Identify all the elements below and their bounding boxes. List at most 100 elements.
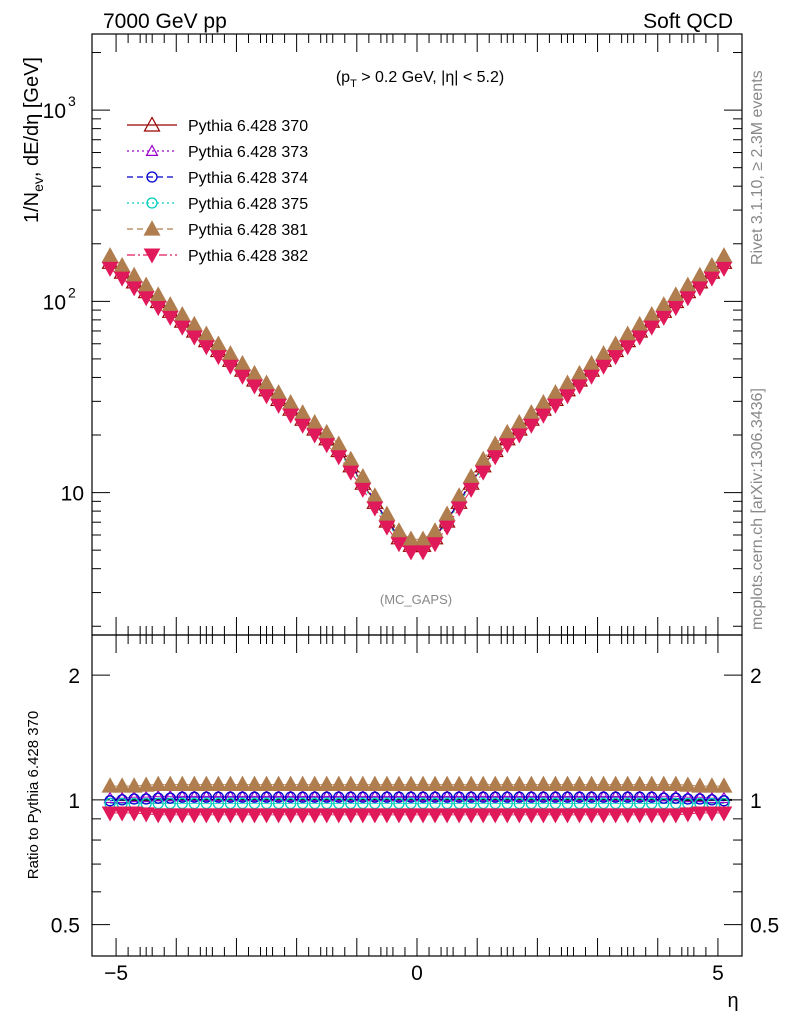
ratio-point-series-5: [523, 808, 540, 824]
mc-gaps-watermark: (MC_GAPS): [380, 592, 452, 607]
ratio-point-series-5: [474, 808, 492, 824]
ratio-point-series-5: [270, 808, 287, 824]
x-tick-label: −5: [104, 962, 128, 985]
main-point-series-5: [667, 301, 685, 317]
ratio-point-series-4: [113, 777, 131, 793]
ratio-point-series-1: [296, 789, 310, 802]
ratio-point-series-1: [452, 789, 466, 802]
main-point-series-5: [125, 281, 143, 297]
main-point-series-5: [390, 537, 408, 553]
main-point-series-4: [414, 530, 432, 546]
main-point-series-4: [354, 468, 372, 484]
legend-label: Pythia 6.428 382: [188, 248, 308, 265]
ratio-point-series-4: [185, 775, 203, 791]
ratio-point-series-1: [693, 790, 707, 803]
ratio-point-series-1: [151, 789, 165, 802]
ratio-point-series-4: [330, 775, 348, 791]
main-point-series-5: [450, 501, 468, 517]
legend: Pythia 6.428 370 Pythia 6.428 373 Pythia 6…: [127, 116, 308, 265]
ratio-point-series-4: [390, 775, 408, 791]
ratio-point-series-4: [173, 775, 191, 791]
main-series-lines: [109, 255, 725, 553]
main-point-series-5: [258, 389, 275, 405]
main-ylabel-post: , dE/dη [GeV]: [21, 57, 43, 177]
ratio-ytick-label-right: 1: [750, 790, 762, 813]
ratio-point-series-1: [247, 789, 262, 802]
main-point-series-5: [210, 350, 227, 366]
ratio-point-series-2: [634, 791, 646, 803]
ratio-point-series-2: [272, 791, 285, 803]
main-series-line-3: [109, 263, 725, 548]
ratio-point-series-2: [658, 792, 670, 804]
ratio-point-series-5: [258, 808, 275, 824]
ratio-point-series-1: [332, 789, 346, 802]
ratio-point-series-2: [236, 791, 249, 803]
ratio-point-series-1: [103, 791, 117, 804]
ratio-point-series-5: [486, 808, 504, 824]
main-point-series-5: [330, 450, 348, 466]
ratio-point-series-4: [197, 775, 215, 791]
ratio-point-series-2: [321, 791, 333, 803]
ratio-point-series-2: [200, 791, 213, 803]
legend-label: Pythia 6.428 373: [188, 144, 308, 161]
rivet-label: Rivet 3.1.10, ≥ 2.3M events: [749, 70, 766, 265]
ratio-point-series-5: [715, 806, 733, 822]
ratio-point-series-2: [706, 794, 718, 806]
main-point-series-5: [486, 450, 504, 466]
main-point-series-5: [426, 537, 444, 553]
ratio-point-series-2: [489, 791, 501, 803]
legend-label: Pythia 6.428 381: [188, 222, 308, 239]
ratio-point-series-5: [113, 806, 131, 822]
main-ytick-exponent: 2: [68, 284, 76, 300]
main-point-series-5: [619, 340, 636, 356]
ratio-point-series-1: [681, 790, 695, 803]
main-point-series-5: [173, 320, 191, 336]
main-point-series-5: [498, 438, 516, 454]
ratio-point-series-4: [354, 775, 372, 791]
main-point-series-4: [342, 450, 360, 467]
ratio-point-series-2: [718, 795, 730, 807]
ratio-point-series-5: [510, 808, 528, 824]
cut-annotation-post: > 0.2 GeV, |η| < 5.2): [357, 69, 504, 86]
ratio-point-series-4: [233, 775, 251, 791]
main-point-series-4: [438, 505, 456, 521]
ratio-point-series-1: [223, 789, 237, 802]
ratio-point-series-5: [438, 808, 456, 824]
ratio-point-series-2: [284, 791, 297, 803]
legend-marker: [146, 171, 158, 183]
ratio-point-series-2: [140, 793, 152, 805]
ratio-point-series-4: [655, 775, 673, 791]
ratio-point-series-1: [464, 789, 478, 802]
main-point-series-5: [137, 291, 155, 307]
main-point-series-5: [161, 310, 179, 326]
ratio-point-series-1: [115, 791, 129, 804]
main-ylabel-pre: 1/N: [21, 192, 43, 223]
header-right: Soft QCD: [643, 10, 733, 33]
ratio-point-series-1: [199, 789, 213, 802]
ratio-point-series-2: [248, 791, 261, 803]
ratio-point-series-2: [333, 791, 345, 803]
ratio-point-series-4: [318, 775, 336, 791]
main-point-series-5: [643, 320, 661, 336]
ratio-point-series-4: [474, 775, 492, 791]
ratio-ytick-label-right: 2: [750, 665, 762, 688]
main-point-series-4: [402, 530, 420, 546]
ratio-point-series-5: [246, 808, 263, 824]
main-ytick-exponent: 3: [68, 93, 76, 109]
ratio-point-series-4: [221, 775, 239, 791]
main-point-series-5: [414, 545, 432, 561]
ratio-point-series-4: [245, 775, 264, 791]
mcplots-label: mcplots.cern.ch [arXiv:1306.3436]: [749, 388, 766, 630]
main-point-series-5: [198, 340, 215, 356]
ratio-point-series-1: [368, 789, 382, 802]
main-point-series-5: [234, 369, 251, 385]
ratio-point-series-5: [607, 808, 624, 824]
ratio-point-series-2: [621, 791, 634, 803]
ratio-point-series-4: [595, 775, 613, 791]
main-point-series-5: [438, 520, 456, 536]
ratio-point-series-4: [522, 775, 540, 791]
ratio-point-series-1: [235, 789, 249, 802]
ratio-point-series-2: [682, 793, 694, 805]
main-point-series-5: [318, 438, 336, 454]
